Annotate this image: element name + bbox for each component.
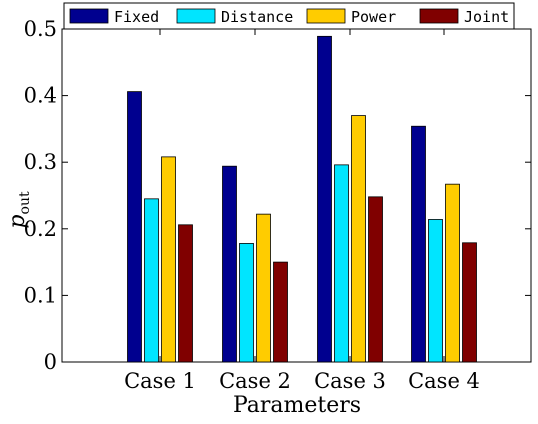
y-tick-label: 0.3 <box>24 150 57 174</box>
legend-label-fixed: Fixed <box>114 8 159 26</box>
y-axis-title-subscript: out <box>17 191 33 214</box>
bar-joint-case-4 <box>462 242 477 363</box>
legend-label-joint: Joint <box>464 8 509 26</box>
y-tick-label: 0.4 <box>24 84 57 108</box>
legend: Fixed Distance Power Joint <box>63 2 515 30</box>
y-tick-label: 0.2 <box>24 217 57 241</box>
bar-fixed-case-2 <box>222 165 237 363</box>
bar-fixed-case-1 <box>127 91 142 363</box>
x-axis: Case 1 Case 2 Case 3 Case 4 <box>124 29 480 393</box>
bar-distance-case-4 <box>428 219 443 363</box>
legend-label-distance: Distance <box>221 8 293 26</box>
bar-power-case-1 <box>161 156 176 363</box>
legend-swatch-distance <box>176 8 216 24</box>
x-tick-label: Case 3 <box>314 369 386 393</box>
bar-distance-case-2 <box>239 243 254 363</box>
x-axis-title: Parameters <box>233 393 361 418</box>
x-tick-label: Case 4 <box>408 369 480 393</box>
y-axis: 0 0.1 0.2 0.3 0.4 0.5 <box>24 17 531 374</box>
bar-joint-case-3 <box>368 196 383 363</box>
x-tick-label: Case 1 <box>124 369 196 393</box>
bar-power-case-3 <box>351 115 366 363</box>
y-tick-label: 0.1 <box>24 283 57 307</box>
bar-power-case-2 <box>256 213 271 363</box>
bar-fixed-case-3 <box>317 35 332 363</box>
legend-label-power: Power <box>351 8 396 26</box>
y-axis-title: pout <box>5 191 33 229</box>
legend-swatch-joint <box>419 8 459 24</box>
bar-distance-case-3 <box>334 164 349 363</box>
y-axis-title-main: p <box>5 214 30 228</box>
y-tick-label: 0.5 <box>24 17 57 41</box>
bars <box>127 35 477 363</box>
legend-swatch-fixed <box>69 8 109 24</box>
bar-power-case-4 <box>445 183 460 363</box>
legend-swatch-power <box>306 8 346 24</box>
bar-distance-case-1 <box>144 198 159 363</box>
legend-box <box>63 2 515 30</box>
x-tick-label: Case 2 <box>219 369 291 393</box>
bar-fixed-case-4 <box>411 125 426 363</box>
bar-joint-case-1 <box>178 224 193 363</box>
bar-joint-case-2 <box>273 261 288 363</box>
y-tick-label: 0 <box>44 350 57 374</box>
